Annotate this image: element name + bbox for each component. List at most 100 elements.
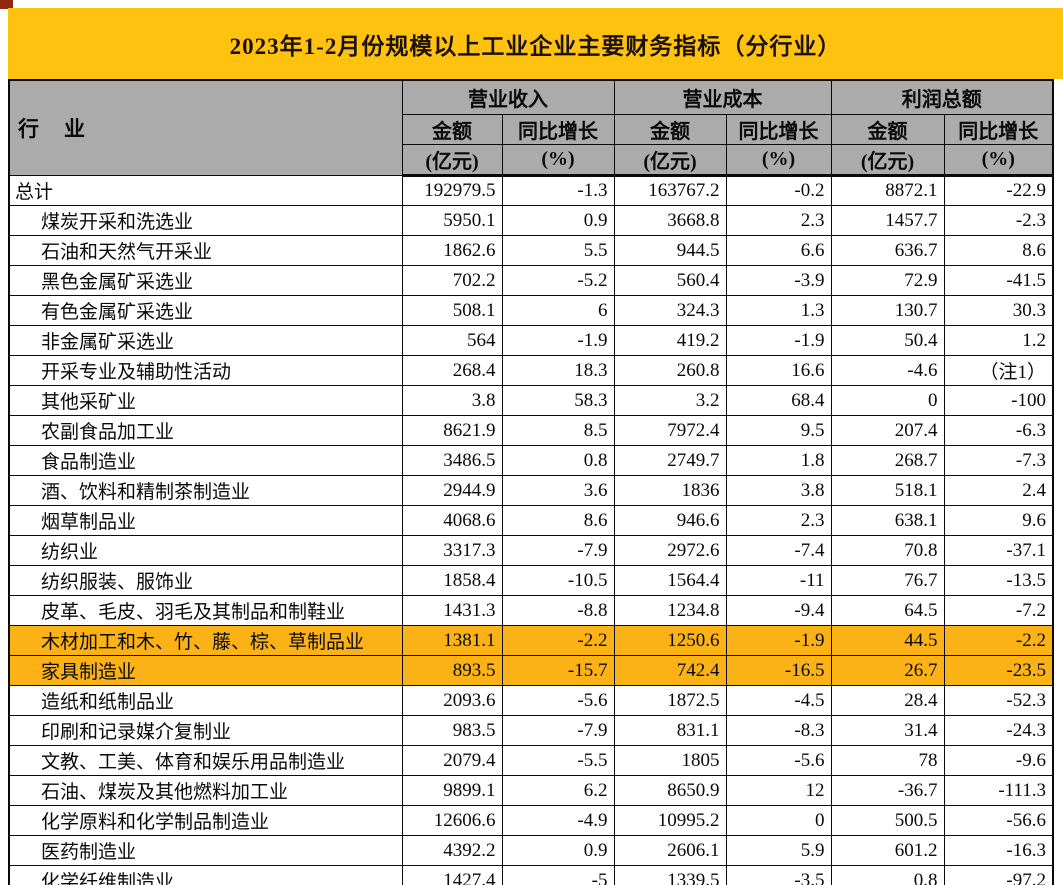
header-group-row: 行 业 营业收入 营业成本 利润总额	[8, 79, 1054, 176]
table-row: 煤炭开采和洗选业 5950.1 0.9 3668.8 2.3 1457.7 -2.3	[8, 205, 1054, 236]
value-cell: 68.4	[725, 385, 832, 416]
industry-cell: 石油和天然气开采业	[8, 235, 403, 266]
value-cell: 2.4	[943, 475, 1054, 506]
industry-cell: 纺织服装、服饰业	[8, 565, 403, 596]
value-cell: -16.3	[943, 835, 1054, 866]
value-cell: -2.3	[943, 205, 1054, 236]
value-cell: 1.8	[725, 445, 832, 476]
industry-cell: 木材加工和木、竹、藤、棕、草制品业	[8, 625, 403, 656]
industry-cell: 非金属矿采选业	[8, 325, 403, 356]
value-cell: 0	[830, 385, 945, 416]
value-cell: 636.7	[830, 235, 945, 266]
value-cell: 192979.5	[401, 175, 503, 206]
industry-cell: 煤炭开采和洗选业	[8, 205, 403, 236]
value-cell: 5.5	[501, 235, 615, 266]
value-cell: -9.6	[943, 745, 1054, 776]
value-cell: 3.8	[401, 385, 503, 416]
value-cell: 0.8	[830, 865, 945, 885]
value-cell: -8.3	[725, 715, 832, 746]
value-cell: 2972.6	[613, 535, 727, 566]
value-cell: -4.5	[725, 685, 832, 716]
value-cell: -41.5	[943, 265, 1054, 296]
table-row: 非金属矿采选业 564 -1.9 419.2 -1.9 50.4 1.2	[8, 325, 1054, 356]
value-cell: 2.3	[725, 505, 832, 536]
table-row: 总计 192979.5 -1.3 163767.2 -0.2 8872.1 -22.9	[8, 175, 1054, 206]
value-cell: 3.6	[501, 475, 615, 506]
value-cell: 8872.1	[830, 175, 945, 206]
table-body: 总计 192979.5 -1.3 163767.2 -0.2 8872.1 -22.9 煤炭开…	[8, 175, 1054, 885]
value-cell: -2.2	[943, 625, 1054, 656]
value-cell: 2.3	[725, 205, 832, 236]
profit-amount-header: 金额	[830, 114, 945, 145]
value-cell: 9.6	[943, 505, 1054, 536]
value-cell: 44.5	[830, 625, 945, 656]
value-cell: 2749.7	[613, 445, 727, 476]
table-row: 纺织业 3317.3 -7.9 2972.6 -7.4 70.8 -37.1	[8, 535, 1054, 566]
value-cell: 8.5	[501, 415, 615, 446]
table-row: 有色金属矿采选业 508.1 6 324.3 1.3 130.7 30.3	[8, 295, 1054, 326]
industry-cell: 化学纤维制造业	[8, 865, 403, 885]
value-cell: -7.9	[501, 715, 615, 746]
value-cell: 6	[501, 295, 615, 326]
table-row: 酒、饮料和精制茶制造业 2944.9 3.6 1836 3.8 518.1 2.4	[8, 475, 1054, 506]
value-cell: 564	[401, 325, 503, 356]
value-cell: -4.6	[830, 355, 945, 386]
value-cell: 9899.1	[401, 775, 503, 806]
value-cell: 58.3	[501, 385, 615, 416]
table-row: 化学纤维制造业 1427.4 -5 1339.5 -3.5 0.8 -97.2	[8, 865, 1054, 885]
value-cell: -100	[943, 385, 1054, 416]
value-cell: 1457.7	[830, 205, 945, 236]
cost-amount-header: 金额	[613, 114, 727, 145]
revenue-growth-header: 同比增长	[501, 114, 615, 145]
value-cell: 1.3	[725, 295, 832, 326]
value-cell: -16.5	[725, 655, 832, 686]
value-cell: 1858.4	[401, 565, 503, 596]
value-cell: 26.7	[830, 655, 945, 686]
value-cell: 1381.1	[401, 625, 503, 656]
table-row: 印刷和记录媒介复制业 983.5 -7.9 831.1 -8.3 31.4 -24.3	[8, 715, 1054, 746]
value-cell: 0	[725, 805, 832, 836]
value-cell: -13.5	[943, 565, 1054, 596]
value-cell: -24.3	[943, 715, 1054, 746]
value-cell: 1564.4	[613, 565, 727, 596]
table-row: 食品制造业 3486.5 0.8 2749.7 1.8 268.7 -7.3	[8, 445, 1054, 476]
profit-growth-header: 同比增长	[943, 114, 1054, 145]
table-row: 化学原料和化学制品制造业 12606.6 -4.9 10995.2 0 500.5 -56.…	[8, 805, 1054, 836]
value-cell: 10995.2	[613, 805, 727, 836]
value-cell: -1.9	[725, 625, 832, 656]
value-cell: 419.2	[613, 325, 727, 356]
value-cell: 893.5	[401, 655, 503, 686]
value-cell: 0.9	[501, 835, 615, 866]
value-cell: -11	[725, 565, 832, 596]
value-cell: 1805	[613, 745, 727, 776]
value-cell: 31.4	[830, 715, 945, 746]
value-cell: 0.9	[501, 205, 615, 236]
value-cell: 742.4	[613, 655, 727, 686]
value-cell: 3486.5	[401, 445, 503, 476]
value-cell: -5.5	[501, 745, 615, 776]
table-header: 行 业 营业收入 营业成本 利润总额 金额 同比增长 金额 同比增长 金额 同比…	[8, 79, 1054, 177]
value-cell: -1.9	[501, 325, 615, 356]
page-title: 2023年1-2月份规模以上工业企业主要财务指标（分行业）	[229, 33, 842, 59]
industry-cell: 纺织业	[8, 535, 403, 566]
value-cell: 207.4	[830, 415, 945, 446]
industry-cell: 医药制造业	[8, 835, 403, 866]
value-cell: 946.6	[613, 505, 727, 536]
value-cell: 6.2	[501, 775, 615, 806]
group-header-profit: 利润总额	[830, 79, 1054, 115]
profit-growth-unit: (%)	[943, 144, 1054, 177]
industry-cell: 酒、饮料和精制茶制造业	[8, 475, 403, 506]
table-row: 农副食品加工业 8621.9 8.5 7972.4 9.5 207.4 -6.3	[8, 415, 1054, 446]
value-cell: 6.6	[725, 235, 832, 266]
value-cell: 5.9	[725, 835, 832, 866]
value-cell: 16.6	[725, 355, 832, 386]
value-cell: 2944.9	[401, 475, 503, 506]
table-row: 烟草制品业 4068.6 8.6 946.6 2.3 638.1 9.6	[8, 505, 1054, 536]
group-header-revenue: 营业收入	[401, 79, 615, 115]
value-cell: 260.8	[613, 355, 727, 386]
value-cell: 560.4	[613, 265, 727, 296]
revenue-amount-header: 金额	[401, 114, 503, 145]
value-cell: 1836	[613, 475, 727, 506]
value-cell: -3.9	[725, 265, 832, 296]
